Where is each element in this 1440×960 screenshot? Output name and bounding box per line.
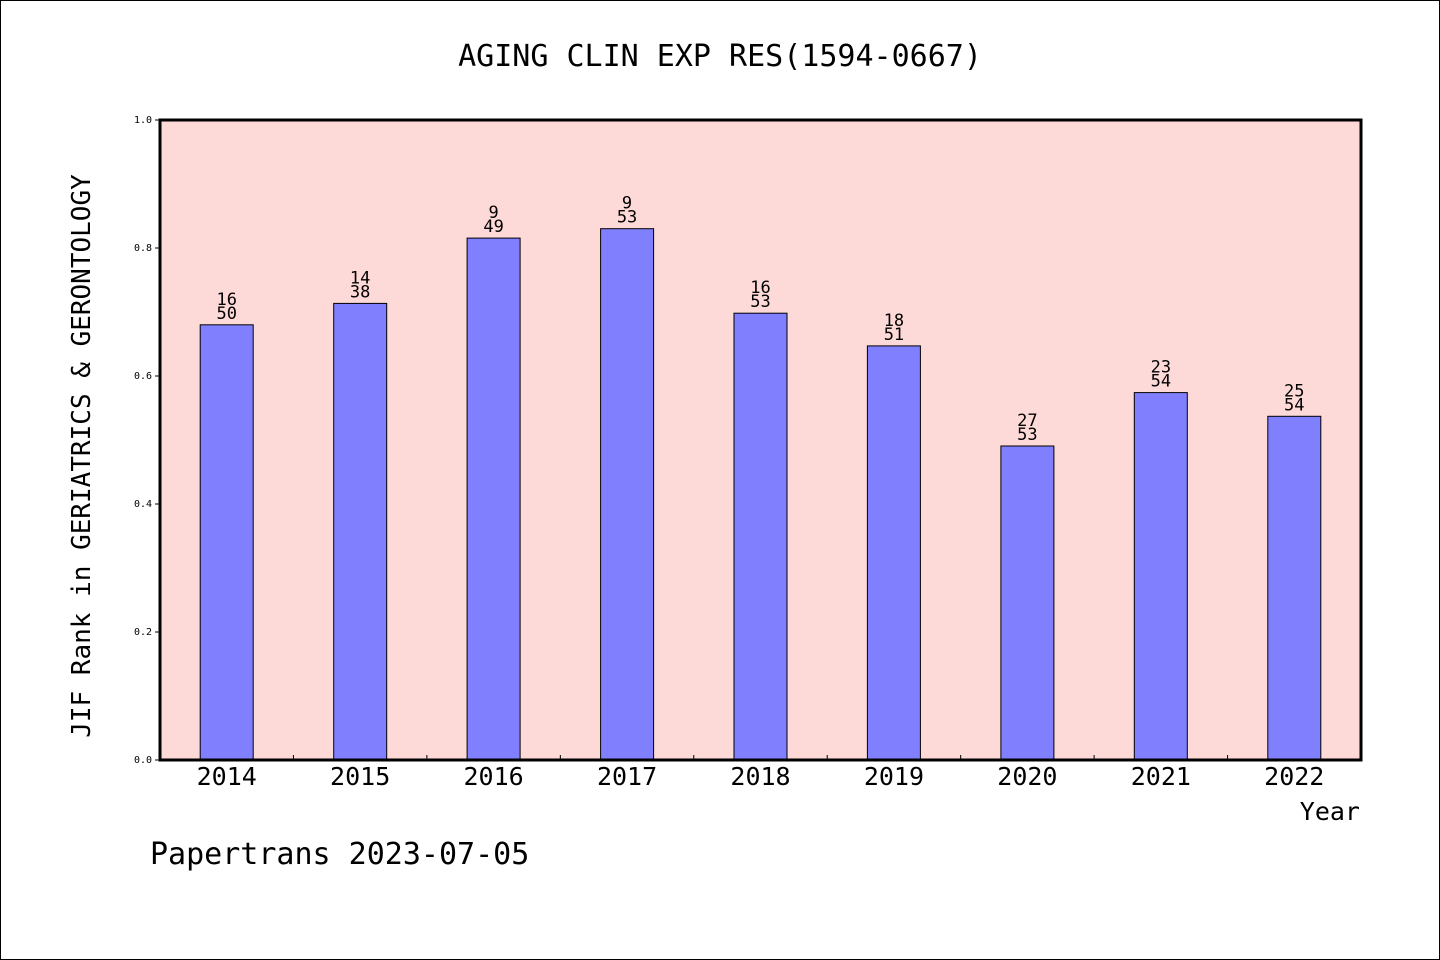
- x-tick-label-2014: 2014: [197, 762, 257, 791]
- rank-label-2022: 25: [1284, 381, 1304, 401]
- rank-label-2014: 16: [216, 290, 236, 310]
- x-tick-label-2018: 2018: [730, 762, 790, 791]
- rank-label-2019: 18: [884, 311, 904, 331]
- bar-2018: [733, 312, 788, 761]
- total-label-2017: 53: [617, 208, 637, 228]
- rank-label-2018: 16: [750, 278, 770, 298]
- y-tick-label-0.8: 0.8: [134, 243, 152, 254]
- rank-label-2020: 27: [1017, 411, 1037, 431]
- bar-2020: [1000, 445, 1055, 761]
- x-tick-label-2017: 2017: [597, 762, 657, 791]
- y-tick-label-1.0: 1.0: [134, 115, 152, 126]
- plot-border: [158, 118, 1363, 762]
- bar-2021: [1133, 392, 1188, 761]
- chart-title: AGING CLIN EXP RES(1594-0667): [458, 39, 982, 74]
- y-axis-ticks: 0.0 0.2 0.4 0.6 0.8 1.0: [134, 115, 160, 766]
- bar-2019: [866, 345, 921, 761]
- bar-2022: [1267, 415, 1322, 761]
- total-label-2022: 54: [1284, 395, 1304, 415]
- rank-label-2015: 14: [350, 268, 370, 288]
- rank-label-2017: 9: [622, 194, 632, 214]
- footer-text: Papertrans 2023-07-05: [150, 837, 529, 872]
- total-label-2014: 50: [216, 304, 236, 324]
- y-tick-label-0.0: 0.0: [134, 755, 152, 766]
- total-label-2021: 54: [1151, 372, 1171, 392]
- bars-layer: [199, 228, 1322, 761]
- y-tick-label-0.4: 0.4: [134, 499, 152, 510]
- bar-2016: [466, 237, 521, 761]
- total-label-2015: 38: [350, 282, 370, 302]
- total-label-2020: 53: [1017, 425, 1037, 445]
- y-tick-label-0.6: 0.6: [134, 371, 152, 382]
- x-tick-label-2020: 2020: [997, 762, 1057, 791]
- bar-2015: [333, 302, 388, 761]
- x-tick-label-2015: 2015: [330, 762, 390, 791]
- bar-2014: [199, 324, 254, 761]
- total-label-2018: 53: [750, 292, 770, 312]
- x-axis-label: Year: [1300, 797, 1360, 826]
- y-tick-label-0.2: 0.2: [134, 627, 152, 638]
- x-tick-label-2022: 2022: [1264, 762, 1324, 791]
- x-axis-ticks: 2014 2015 2016 2017 2018 2019 2020 2021 2022: [197, 755, 1324, 791]
- x-tick-label-2021: 2021: [1131, 762, 1191, 791]
- x-tick-label-2019: 2019: [864, 762, 924, 791]
- bar-2017: [600, 228, 655, 761]
- total-label-2019: 51: [884, 325, 904, 345]
- rank-label-2016: 9: [488, 203, 498, 223]
- y-axis-label: JIF Rank in GERIATRICS & GERONTOLOGY: [67, 174, 97, 738]
- total-label-2016: 49: [483, 217, 503, 237]
- x-tick-label-2016: 2016: [464, 762, 524, 791]
- rank-label-2021: 23: [1151, 358, 1171, 378]
